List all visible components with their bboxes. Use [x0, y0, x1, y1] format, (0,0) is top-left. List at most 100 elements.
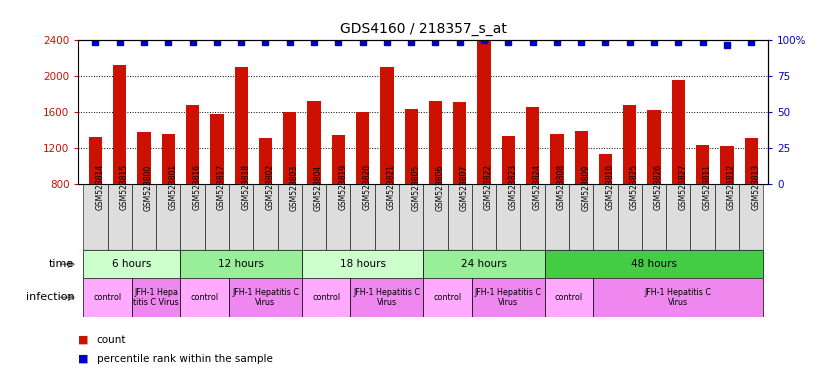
Bar [618, 184, 642, 250]
Bar [642, 184, 667, 250]
Bar [88, 137, 102, 184]
Text: ■: ■ [78, 354, 89, 364]
Bar [259, 138, 272, 184]
Text: GSM523826: GSM523826 [654, 164, 663, 210]
Bar [186, 105, 199, 184]
Text: time: time [49, 259, 74, 269]
Text: GSM523814: GSM523814 [96, 164, 104, 210]
Bar [599, 154, 612, 184]
Bar [696, 146, 710, 184]
Text: GSM523812: GSM523812 [727, 164, 736, 210]
Text: infection: infection [26, 293, 74, 303]
Text: GSM523827: GSM523827 [678, 164, 687, 210]
Bar [254, 184, 278, 250]
Bar [405, 109, 418, 184]
Text: GSM523813: GSM523813 [751, 164, 760, 210]
Bar [156, 184, 180, 250]
Text: GSM523809: GSM523809 [582, 164, 591, 210]
Bar [496, 184, 520, 250]
Bar [162, 134, 175, 184]
Bar [301, 250, 424, 278]
Text: JFH-1 Hepatitis C
Virus: JFH-1 Hepatitis C Virus [475, 288, 542, 307]
Bar [307, 101, 320, 184]
Bar [526, 107, 539, 184]
Bar [739, 184, 763, 250]
Text: GSM523800: GSM523800 [144, 164, 153, 210]
Text: GSM523801: GSM523801 [169, 164, 178, 210]
Bar [205, 184, 229, 250]
Text: ■: ■ [78, 335, 89, 345]
Bar [113, 66, 126, 184]
Bar [667, 184, 691, 250]
Bar [744, 138, 758, 184]
Text: GSM523805: GSM523805 [411, 164, 420, 210]
Text: control: control [555, 293, 583, 302]
Bar [132, 278, 180, 317]
Bar [180, 250, 301, 278]
Text: GSM523818: GSM523818 [241, 164, 250, 210]
Bar [448, 184, 472, 250]
Bar [550, 134, 563, 184]
Bar [332, 135, 345, 184]
Bar [301, 184, 326, 250]
Text: GSM523817: GSM523817 [217, 164, 225, 210]
Text: GSM523815: GSM523815 [120, 164, 129, 210]
Bar [356, 112, 369, 184]
Bar [623, 105, 636, 184]
Bar [672, 80, 685, 184]
Bar [180, 184, 205, 250]
Text: percentile rank within the sample: percentile rank within the sample [97, 354, 273, 364]
Bar [720, 146, 733, 184]
Bar [283, 112, 297, 184]
Bar [545, 278, 593, 317]
Text: GSM523807: GSM523807 [460, 164, 468, 210]
Text: GSM523808: GSM523808 [557, 164, 566, 210]
Text: 6 hours: 6 hours [112, 259, 152, 269]
Bar [137, 132, 150, 184]
Bar [107, 184, 132, 250]
Text: 24 hours: 24 hours [461, 259, 507, 269]
Bar [424, 250, 545, 278]
Bar [501, 136, 515, 184]
Bar [375, 184, 399, 250]
Text: 18 hours: 18 hours [339, 259, 386, 269]
Bar [83, 184, 107, 250]
Text: 12 hours: 12 hours [218, 259, 264, 269]
Bar [326, 184, 350, 250]
Text: 48 hours: 48 hours [631, 259, 677, 269]
Bar [472, 278, 545, 317]
Bar [350, 184, 375, 250]
Text: GSM523821: GSM523821 [387, 164, 396, 210]
Bar [229, 184, 254, 250]
Bar [569, 184, 593, 250]
Bar [229, 278, 301, 317]
Text: GDS4160 / 218357_s_at: GDS4160 / 218357_s_at [339, 23, 507, 36]
Bar [593, 184, 618, 250]
Bar [132, 184, 156, 250]
Bar [211, 114, 224, 184]
Bar [429, 101, 442, 184]
Text: GSM523819: GSM523819 [339, 164, 347, 210]
Text: control: control [191, 293, 219, 302]
Bar [593, 278, 763, 317]
Bar [714, 184, 739, 250]
Bar [424, 278, 472, 317]
Bar [350, 278, 424, 317]
Text: GSM523816: GSM523816 [192, 164, 202, 210]
Bar [180, 278, 229, 317]
Text: control: control [312, 293, 340, 302]
Text: GSM523802: GSM523802 [265, 164, 274, 210]
Bar [235, 67, 248, 184]
Text: control: control [93, 293, 121, 302]
Bar [278, 184, 301, 250]
Text: GSM523810: GSM523810 [605, 164, 615, 210]
Text: control: control [434, 293, 462, 302]
Text: JFH-1 Hepatitis C
Virus: JFH-1 Hepatitis C Virus [232, 288, 299, 307]
Bar [575, 131, 588, 184]
Text: GSM523811: GSM523811 [703, 164, 712, 210]
Text: count: count [97, 335, 126, 345]
Bar [301, 278, 350, 317]
Bar [453, 102, 467, 184]
Text: GSM523820: GSM523820 [363, 164, 372, 210]
Bar [83, 278, 132, 317]
